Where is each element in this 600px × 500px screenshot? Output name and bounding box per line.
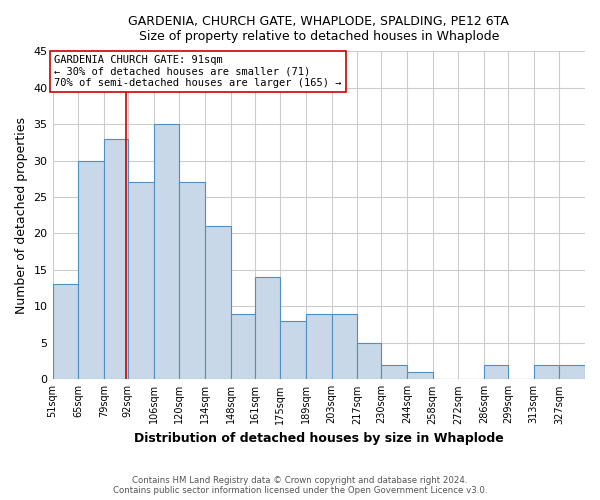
Bar <box>484 364 508 380</box>
X-axis label: Distribution of detached houses by size in Whaplode: Distribution of detached houses by size … <box>134 432 503 445</box>
Text: GARDENIA CHURCH GATE: 91sqm
← 30% of detached houses are smaller (71)
70% of sem: GARDENIA CHURCH GATE: 91sqm ← 30% of det… <box>55 55 342 88</box>
Bar <box>128 182 154 380</box>
Bar <box>179 182 205 380</box>
Y-axis label: Number of detached properties: Number of detached properties <box>15 116 28 314</box>
Bar <box>53 284 78 380</box>
Bar <box>559 364 585 380</box>
Bar <box>230 314 254 380</box>
Bar <box>78 160 104 380</box>
Bar <box>381 364 407 380</box>
Bar <box>358 343 381 380</box>
Text: Contains HM Land Registry data © Crown copyright and database right 2024.
Contai: Contains HM Land Registry data © Crown c… <box>113 476 487 495</box>
Bar <box>407 372 433 380</box>
Bar <box>154 124 179 380</box>
Bar <box>280 321 306 380</box>
Bar <box>104 138 128 380</box>
Bar <box>254 277 280 380</box>
Bar <box>332 314 358 380</box>
Bar <box>205 226 230 380</box>
Bar <box>533 364 559 380</box>
Bar <box>306 314 332 380</box>
Title: GARDENIA, CHURCH GATE, WHAPLODE, SPALDING, PE12 6TA
Size of property relative to: GARDENIA, CHURCH GATE, WHAPLODE, SPALDIN… <box>128 15 509 43</box>
